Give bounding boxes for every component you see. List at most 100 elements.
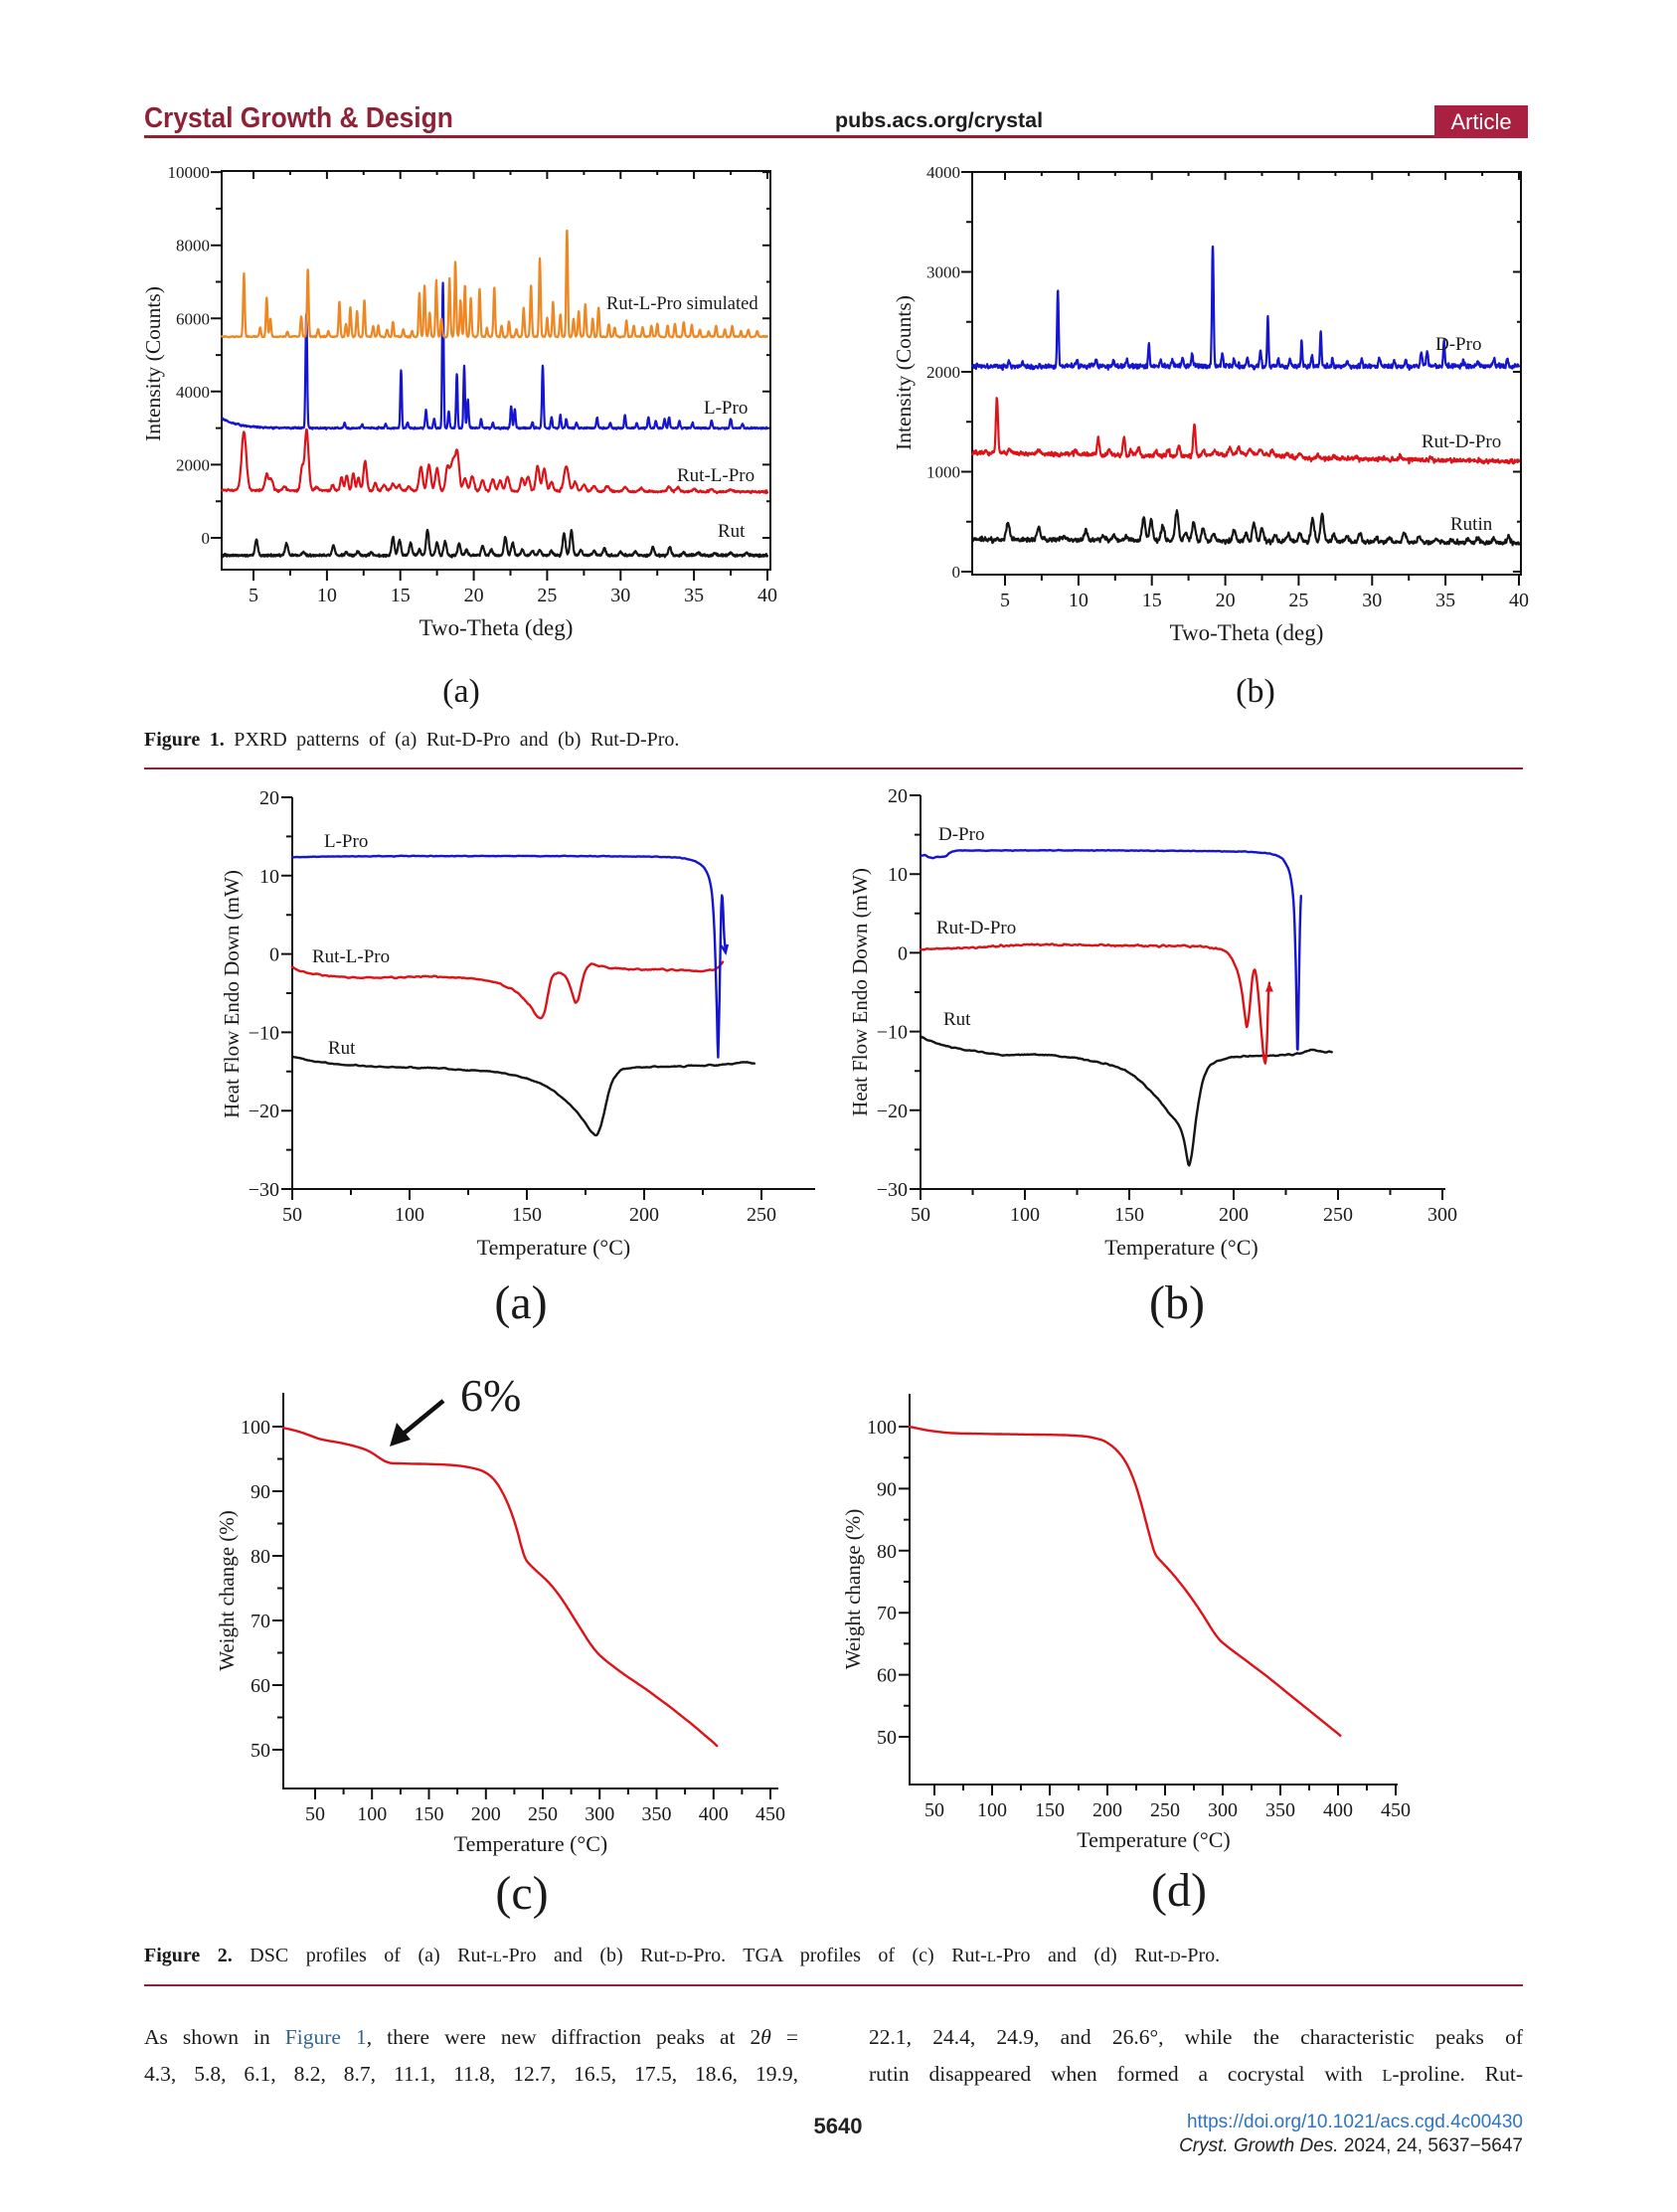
svg-text:(a): (a) [442, 673, 480, 710]
svg-text:0: 0 [202, 529, 211, 548]
svg-text:Weight change (%): Weight change (%) [841, 1509, 865, 1670]
svg-text:40: 40 [757, 585, 777, 606]
svg-text:−10: −10 [877, 1022, 908, 1044]
svg-text:Rutin: Rutin [1450, 514, 1493, 535]
svg-text:200: 200 [629, 1204, 659, 1226]
svg-text:35: 35 [684, 585, 704, 606]
svg-text:2000: 2000 [176, 455, 210, 474]
svg-text:−20: −20 [877, 1101, 908, 1122]
svg-text:70: 70 [877, 1603, 897, 1624]
svg-text:400: 400 [1323, 1799, 1353, 1821]
svg-text:(b): (b) [1149, 1276, 1205, 1329]
svg-text:35: 35 [1435, 590, 1455, 611]
svg-text:Weight change (%): Weight change (%) [215, 1510, 239, 1671]
svg-text:10: 10 [317, 585, 337, 606]
svg-text:6000: 6000 [176, 309, 210, 328]
svg-text:−10: −10 [249, 1022, 279, 1044]
svg-text:10000: 10000 [168, 163, 211, 182]
svg-text:100: 100 [395, 1204, 424, 1226]
svg-text:200: 200 [471, 1803, 501, 1825]
svg-text:(d): (d) [1151, 1864, 1207, 1917]
svg-text:300: 300 [1208, 1799, 1238, 1821]
svg-text:10: 10 [1069, 590, 1089, 611]
svg-text:10: 10 [888, 864, 908, 886]
svg-text:100: 100 [357, 1803, 387, 1825]
svg-text:450: 450 [1381, 1799, 1411, 1821]
svg-text:10: 10 [259, 866, 279, 888]
svg-text:50: 50 [924, 1799, 944, 1821]
svg-text:4000: 4000 [926, 163, 960, 182]
svg-text:−20: −20 [249, 1101, 279, 1122]
svg-text:250: 250 [1323, 1204, 1353, 1226]
svg-text:−30: −30 [249, 1179, 279, 1201]
svg-text:Temperature (°C): Temperature (°C) [1104, 1235, 1258, 1260]
svg-text:250: 250 [747, 1204, 776, 1226]
svg-text:4000: 4000 [176, 383, 210, 402]
svg-text:20: 20 [259, 787, 279, 809]
svg-text:20: 20 [888, 785, 908, 807]
svg-text:50: 50 [305, 1803, 325, 1825]
svg-text:L-Pro: L-Pro [324, 831, 368, 852]
svg-text:Rut: Rut [328, 1038, 356, 1059]
svg-text:80: 80 [251, 1546, 270, 1568]
svg-text:100: 100 [1010, 1204, 1040, 1226]
svg-text:(a): (a) [494, 1276, 547, 1329]
svg-text:Two-Theta (deg): Two-Theta (deg) [419, 615, 574, 640]
svg-text:Rut-L-Pro: Rut-L-Pro [677, 465, 755, 486]
svg-text:Rut-L-Pro simulated: Rut-L-Pro simulated [606, 294, 758, 314]
svg-text:60: 60 [877, 1665, 897, 1687]
svg-text:20: 20 [464, 585, 484, 606]
svg-text:80: 80 [877, 1541, 897, 1563]
svg-text:250: 250 [528, 1803, 558, 1825]
svg-text:(c): (c) [495, 1867, 548, 1920]
svg-text:Rut-D-Pro: Rut-D-Pro [1422, 431, 1501, 452]
svg-text:Rut: Rut [718, 521, 746, 542]
svg-text:D-Pro: D-Pro [1435, 334, 1481, 355]
svg-text:150: 150 [415, 1803, 444, 1825]
svg-text:100: 100 [241, 1417, 270, 1439]
svg-text:15: 15 [391, 585, 411, 606]
svg-text:Heat Flow Endo Down (mW): Heat Flow Endo Down (mW) [848, 868, 872, 1116]
svg-text:Rut-L-Pro: Rut-L-Pro [312, 946, 390, 967]
svg-text:Rut: Rut [943, 1009, 971, 1030]
svg-text:5: 5 [1000, 590, 1010, 611]
svg-text:50: 50 [251, 1740, 270, 1762]
svg-text:50: 50 [282, 1204, 302, 1226]
svg-text:300: 300 [1427, 1204, 1457, 1226]
svg-text:350: 350 [1265, 1799, 1295, 1821]
svg-text:400: 400 [699, 1803, 729, 1825]
svg-text:25: 25 [1288, 590, 1308, 611]
svg-text:Temperature (°C): Temperature (°C) [454, 1831, 607, 1856]
svg-text:Intensity (Counts): Intensity (Counts) [892, 295, 916, 450]
svg-text:−30: −30 [877, 1179, 908, 1201]
svg-text:0: 0 [898, 942, 908, 964]
svg-text:0: 0 [269, 944, 279, 966]
svg-text:Intensity (Counts): Intensity (Counts) [141, 286, 165, 441]
svg-text:450: 450 [755, 1803, 785, 1825]
svg-text:100: 100 [977, 1799, 1007, 1821]
svg-text:Two-Theta (deg): Two-Theta (deg) [1170, 620, 1324, 645]
svg-text:15: 15 [1142, 590, 1162, 611]
svg-text:150: 150 [1035, 1799, 1065, 1821]
svg-text:30: 30 [1362, 590, 1382, 611]
svg-text:5: 5 [249, 585, 258, 606]
svg-text:50: 50 [877, 1727, 897, 1749]
svg-text:Temperature (°C): Temperature (°C) [477, 1235, 630, 1260]
svg-text:90: 90 [251, 1481, 270, 1503]
svg-text:90: 90 [877, 1478, 897, 1500]
svg-text:30: 30 [610, 585, 630, 606]
svg-text:Rut-D-Pro: Rut-D-Pro [936, 918, 1016, 938]
svg-text:L-Pro: L-Pro [704, 398, 748, 419]
svg-text:Temperature (°C): Temperature (°C) [1077, 1827, 1230, 1852]
svg-text:50: 50 [911, 1204, 930, 1226]
svg-text:150: 150 [512, 1204, 542, 1226]
svg-text:40: 40 [1509, 590, 1529, 611]
svg-text:60: 60 [251, 1675, 270, 1697]
svg-text:100: 100 [867, 1417, 897, 1439]
svg-text:350: 350 [642, 1803, 672, 1825]
svg-text:D-Pro: D-Pro [938, 824, 984, 845]
svg-text:200: 200 [1092, 1799, 1122, 1821]
svg-text:3000: 3000 [926, 263, 960, 282]
svg-text:20: 20 [1216, 590, 1236, 611]
svg-text:70: 70 [251, 1611, 270, 1632]
